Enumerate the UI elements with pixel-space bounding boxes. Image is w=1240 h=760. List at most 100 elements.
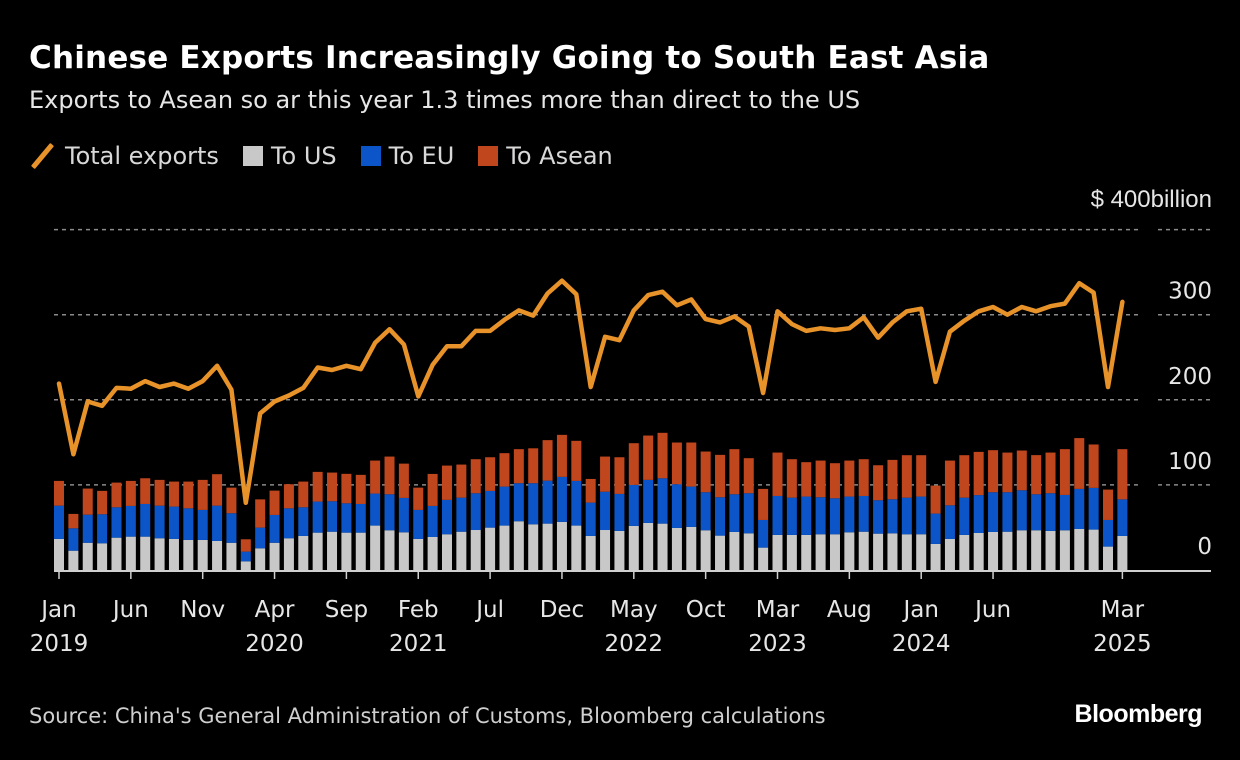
- bar-to-asean: [212, 474, 223, 506]
- bar-to-asean: [398, 463, 409, 498]
- bar-to-us: [111, 537, 122, 570]
- bar-to-eu: [844, 496, 855, 533]
- bar-to-us: [499, 525, 510, 570]
- bar-to-eu: [312, 501, 323, 533]
- bar-to-asean: [930, 485, 941, 514]
- bar-to-us: [786, 534, 797, 570]
- bar-to-asean: [801, 462, 812, 497]
- bar-to-asean: [844, 460, 855, 497]
- bar-to-us: [1045, 530, 1056, 570]
- bar-to-us: [758, 547, 769, 570]
- bar-to-us: [944, 538, 955, 570]
- legend-label: To Asean: [506, 142, 613, 170]
- bar-to-eu: [556, 476, 567, 522]
- bar-to-asean: [528, 448, 539, 484]
- bar-to-eu: [873, 500, 884, 534]
- bar-to-asean: [959, 455, 970, 498]
- bar-to-eu: [1045, 493, 1056, 531]
- bar-to-us: [901, 534, 912, 570]
- x-tick-label: Mar: [756, 597, 800, 623]
- bar-to-asean: [715, 454, 726, 498]
- x-tick-label: Oct: [686, 597, 726, 623]
- bar-to-asean: [456, 464, 467, 498]
- y-axis: 0 100 200 300: [1168, 279, 1212, 560]
- bar-to-us: [959, 534, 970, 570]
- bar-to-asean: [614, 457, 625, 494]
- bar-to-eu: [1103, 519, 1114, 547]
- y-tick-label: 100: [1168, 449, 1212, 475]
- bar-to-us: [657, 523, 668, 570]
- x-tick-label: Sep: [325, 597, 368, 623]
- bar-to-asean: [686, 442, 697, 487]
- bar-to-asean: [829, 463, 840, 499]
- bar-to-us: [82, 542, 93, 570]
- y-tick-label: 200: [1168, 364, 1212, 390]
- bar-to-eu: [140, 503, 151, 537]
- y-tick-label: 300: [1168, 279, 1212, 305]
- bar-to-eu: [97, 514, 108, 544]
- bar-to-eu: [327, 501, 338, 532]
- x-tick-label: Jul: [474, 597, 504, 623]
- x-tick-label: Nov: [180, 597, 225, 623]
- bar-to-eu: [255, 527, 266, 549]
- bar-to-us: [973, 532, 984, 570]
- bar-to-asean: [413, 487, 424, 510]
- bar-to-us: [384, 530, 395, 570]
- bar-to-asean: [298, 481, 309, 508]
- bar-to-eu: [298, 507, 309, 536]
- bar-to-eu: [614, 493, 625, 531]
- bar-to-us: [97, 543, 108, 570]
- bar-to-asean: [327, 472, 338, 502]
- bar-to-asean: [556, 434, 567, 477]
- bar-to-us: [772, 534, 783, 570]
- bar-to-us: [528, 524, 539, 570]
- bar-to-eu: [628, 484, 639, 526]
- bar-to-asean: [470, 459, 481, 494]
- x-axis: Jan 2019 Jun Nov Apr 2020 Sep Feb 2021 Jul Dec May 2…: [30, 570, 1211, 657]
- bar-to-asean: [441, 465, 452, 500]
- x-tick-label: Aug: [827, 597, 872, 623]
- bar-to-us: [183, 539, 194, 570]
- bar-to-eu: [283, 508, 294, 539]
- bar-to-us: [700, 530, 711, 570]
- bar-to-asean: [1045, 452, 1056, 494]
- bar-to-us: [743, 533, 754, 570]
- bar-to-asean: [858, 459, 869, 496]
- bar-to-eu: [743, 493, 754, 534]
- bar-to-us: [556, 521, 567, 570]
- bar-to-asean: [585, 478, 596, 503]
- bar-to-asean: [283, 484, 294, 509]
- bar-to-asean: [772, 452, 783, 496]
- bar-to-us: [68, 550, 79, 570]
- bar-to-asean: [384, 456, 395, 495]
- legend-item-to-us: To US: [242, 142, 337, 170]
- bar-to-asean: [197, 479, 208, 510]
- bar-to-asean: [183, 481, 194, 509]
- bar-to-us: [844, 532, 855, 570]
- bar-to-eu: [168, 506, 179, 539]
- bar-to-asean: [973, 451, 984, 496]
- bar-to-eu: [154, 505, 165, 539]
- bar-to-asean: [571, 440, 582, 481]
- bar-to-eu: [758, 519, 769, 548]
- bar-to-us: [628, 525, 639, 570]
- bar-to-asean: [873, 465, 884, 501]
- bar-to-eu: [657, 478, 668, 524]
- bar-to-eu: [542, 480, 553, 524]
- bar-to-asean: [600, 456, 611, 492]
- bar-to-eu: [470, 493, 481, 531]
- bar-to-eu: [212, 505, 223, 541]
- x-tick-label: Jun: [111, 597, 149, 623]
- swatch-icon: [478, 146, 499, 166]
- bar-to-asean: [671, 442, 682, 485]
- bar-to-eu: [370, 493, 381, 526]
- bar-to-eu: [700, 492, 711, 531]
- gridlines: [54, 228, 1212, 486]
- legend-label: Total exports: [65, 142, 219, 170]
- x-tick-year-label: 2023: [748, 631, 807, 657]
- bar-to-eu: [973, 495, 984, 533]
- x-tick-year-label: 2019: [30, 631, 89, 657]
- bar-to-eu: [398, 497, 409, 533]
- legend: Total exports To US To EU To Asean: [29, 142, 637, 170]
